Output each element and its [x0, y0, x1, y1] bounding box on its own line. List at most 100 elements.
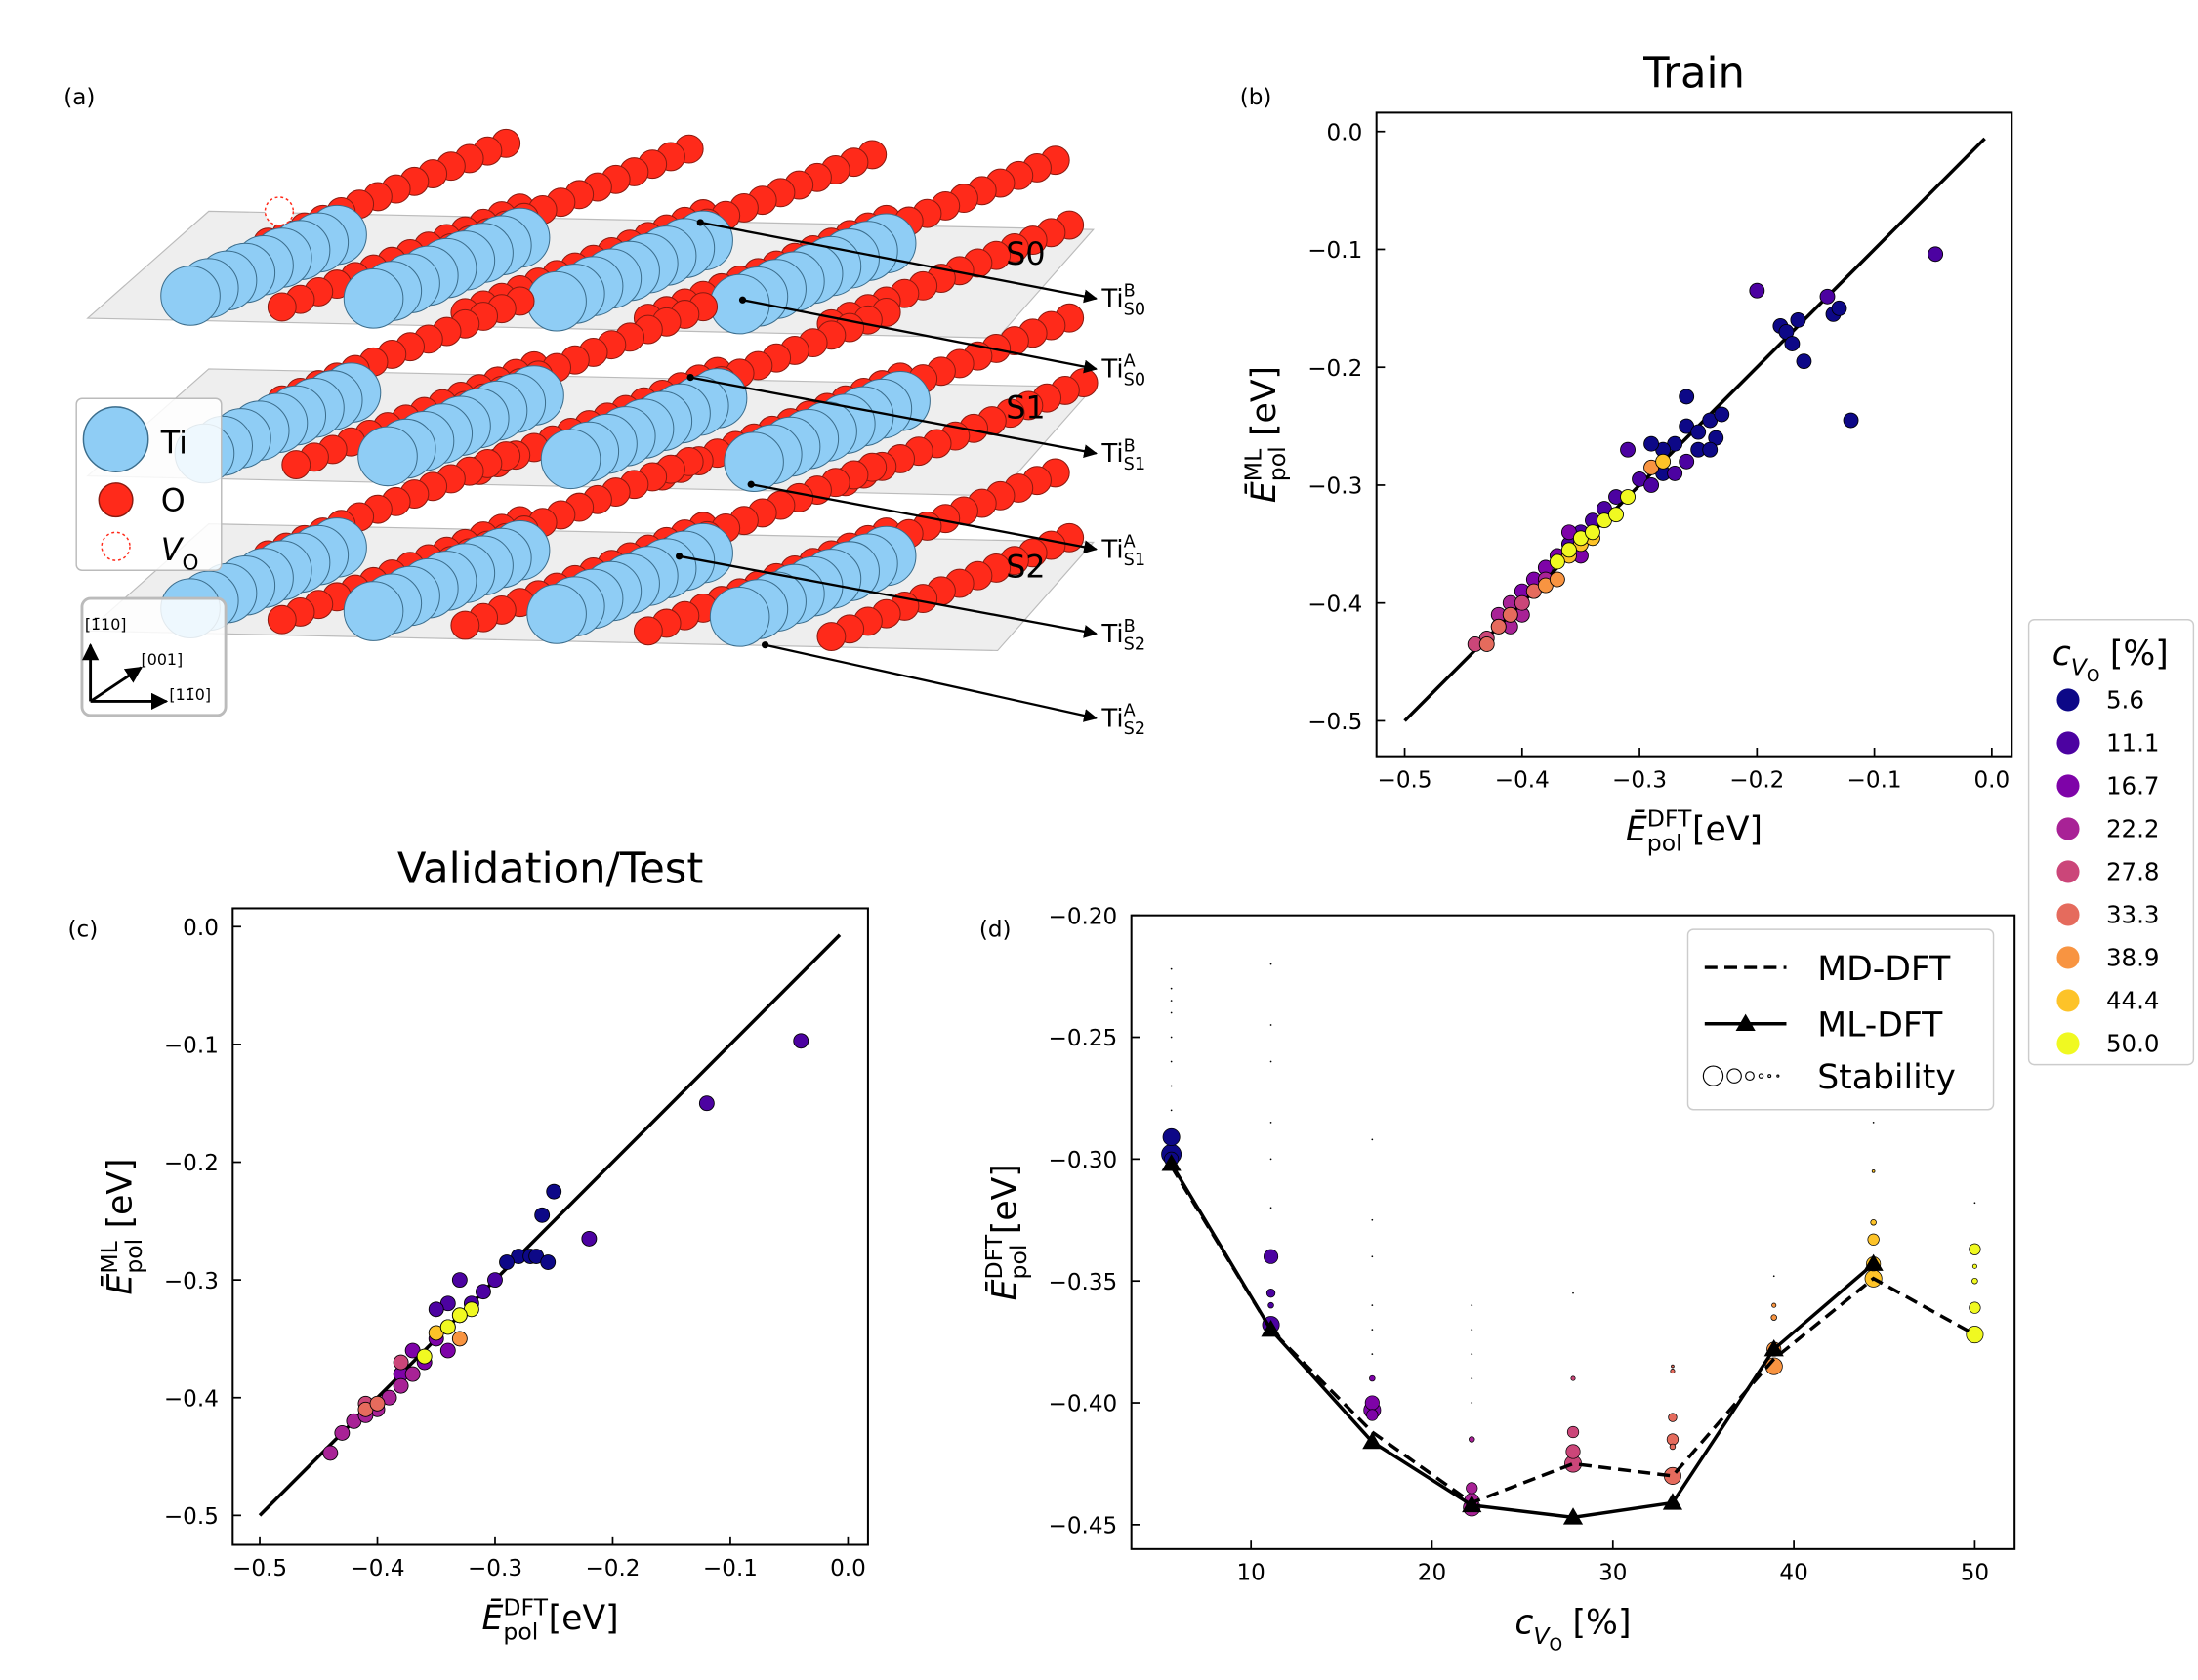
legend-marker — [2056, 688, 2080, 712]
axis-label: [11̄0] — [169, 685, 211, 704]
x-axis-label-main: c — [1514, 1603, 1533, 1642]
diagram-legend-label-main: Ti — [160, 427, 187, 462]
triangle-marker — [1562, 1507, 1584, 1525]
x-axis-label: ĒDFT pol [eV] — [482, 1594, 619, 1646]
legend-bubble — [1726, 1068, 1742, 1084]
stability-bubble — [1871, 1169, 1876, 1173]
legend-title-unit: [%] — [2110, 635, 2169, 674]
point — [1714, 406, 1730, 423]
point — [1831, 300, 1847, 316]
triangle-marker — [1662, 1493, 1683, 1510]
x-axis-label-sup: DFT — [503, 1594, 548, 1621]
stability-bubble — [1371, 1138, 1374, 1141]
site-label-sub: S2 — [1124, 719, 1145, 739]
point — [1690, 424, 1707, 440]
site-label-main: Ti — [1100, 355, 1123, 385]
triangle-marker — [1261, 1320, 1281, 1337]
x-tick-label: 50 — [1961, 1561, 1989, 1586]
point — [451, 1272, 468, 1289]
y-axis-label-sup: ML — [1239, 449, 1266, 481]
point — [369, 1395, 386, 1412]
y-axis-label-sub: pol — [1264, 446, 1291, 481]
stability-bubble — [1371, 1329, 1374, 1331]
y-axis-label-sup: ML — [96, 1241, 123, 1273]
x-axis-label: cVO [%] — [1514, 1603, 1631, 1655]
x-axis-label-unit: [eV] — [1692, 810, 1763, 849]
y-tick-label: −0.1 — [1307, 238, 1362, 264]
legend-marker — [2056, 774, 2080, 798]
y-tick-label: 0.0 — [1327, 120, 1363, 145]
stability-bubble — [1671, 1364, 1675, 1369]
point — [1790, 311, 1806, 328]
y-tick-label: −0.45 — [1049, 1514, 1118, 1539]
point — [322, 1445, 339, 1461]
atom — [343, 268, 404, 329]
x-axis-label-unit: [%] — [1573, 1603, 1632, 1642]
point — [1560, 542, 1577, 558]
point — [1679, 453, 1695, 470]
site-label-main: Ti — [1100, 284, 1123, 313]
diagram-legend-label: Ti — [160, 427, 187, 462]
legend-bubble — [1767, 1074, 1772, 1079]
site-label-sup: A — [1124, 352, 1136, 372]
legend-marker — [1735, 1013, 1756, 1031]
stability-bubble — [1364, 1395, 1380, 1411]
point — [1549, 571, 1565, 588]
y-axis-label-sub: pol — [1005, 1245, 1032, 1280]
legend-ti — [82, 406, 149, 472]
stability-bubble — [1572, 1291, 1574, 1294]
site-label-sub: S0 — [1124, 300, 1145, 319]
x-axis-label-main: Ē — [482, 1598, 504, 1638]
stability-bubble — [1669, 1443, 1677, 1451]
stability-bubble — [1668, 1413, 1678, 1422]
stability-bubble — [1162, 1127, 1181, 1146]
point — [393, 1377, 409, 1394]
legend-bubble — [1745, 1071, 1755, 1082]
y-tick-label: −0.3 — [164, 1269, 219, 1294]
y-tick-label: −0.5 — [1307, 710, 1362, 735]
stability-bubble — [1371, 1304, 1374, 1307]
atom — [709, 587, 770, 647]
axis-label: [001] — [142, 650, 184, 669]
series-line — [1170, 1163, 1875, 1520]
stability-bubble — [1471, 1353, 1473, 1355]
stability-bubble — [1369, 1374, 1376, 1382]
panel-label: (b) — [1240, 85, 1272, 110]
site-label-sup: B — [1124, 282, 1136, 302]
site-arrow — [689, 376, 1098, 459]
stability-bubble — [1269, 1060, 1272, 1063]
point — [1667, 465, 1683, 481]
stability-bubble — [1170, 1085, 1173, 1087]
panel-label: (d) — [979, 917, 1012, 942]
stability-bubble — [1265, 1288, 1276, 1298]
atom — [633, 616, 663, 646]
x-axis-label: ĒDFT pol [eV] — [1626, 805, 1763, 857]
site-label-sub: S1 — [1124, 551, 1145, 570]
point — [1679, 389, 1695, 405]
stability-bubble — [1170, 1060, 1173, 1063]
y-tick-label: 0.0 — [183, 916, 219, 941]
legend-label: ML-DFT — [1817, 1006, 1943, 1045]
legend-marker — [2056, 1032, 2080, 1055]
triangle-marker — [1161, 1154, 1182, 1171]
point — [698, 1095, 715, 1112]
x-tick-label: 30 — [1598, 1561, 1627, 1586]
point — [793, 1033, 809, 1049]
site-label: TiA S0 — [1100, 352, 1145, 390]
stability-bubble — [1269, 1207, 1272, 1209]
atom — [450, 610, 480, 640]
legend-label: 50.0 — [2106, 1030, 2160, 1058]
x-axis-label-subsub: O — [1550, 1636, 1563, 1656]
stability-bubble — [1269, 1024, 1272, 1026]
stability-bubble — [1170, 1036, 1173, 1039]
site-label: TiA S2 — [1100, 701, 1145, 739]
point — [1643, 477, 1660, 493]
point — [1478, 636, 1495, 652]
x-tick-label: −0.4 — [1495, 767, 1550, 793]
point — [476, 1284, 491, 1300]
point — [451, 1331, 468, 1347]
x-tick-label: 10 — [1236, 1561, 1265, 1586]
axis-label: [1̄10] — [85, 615, 127, 634]
